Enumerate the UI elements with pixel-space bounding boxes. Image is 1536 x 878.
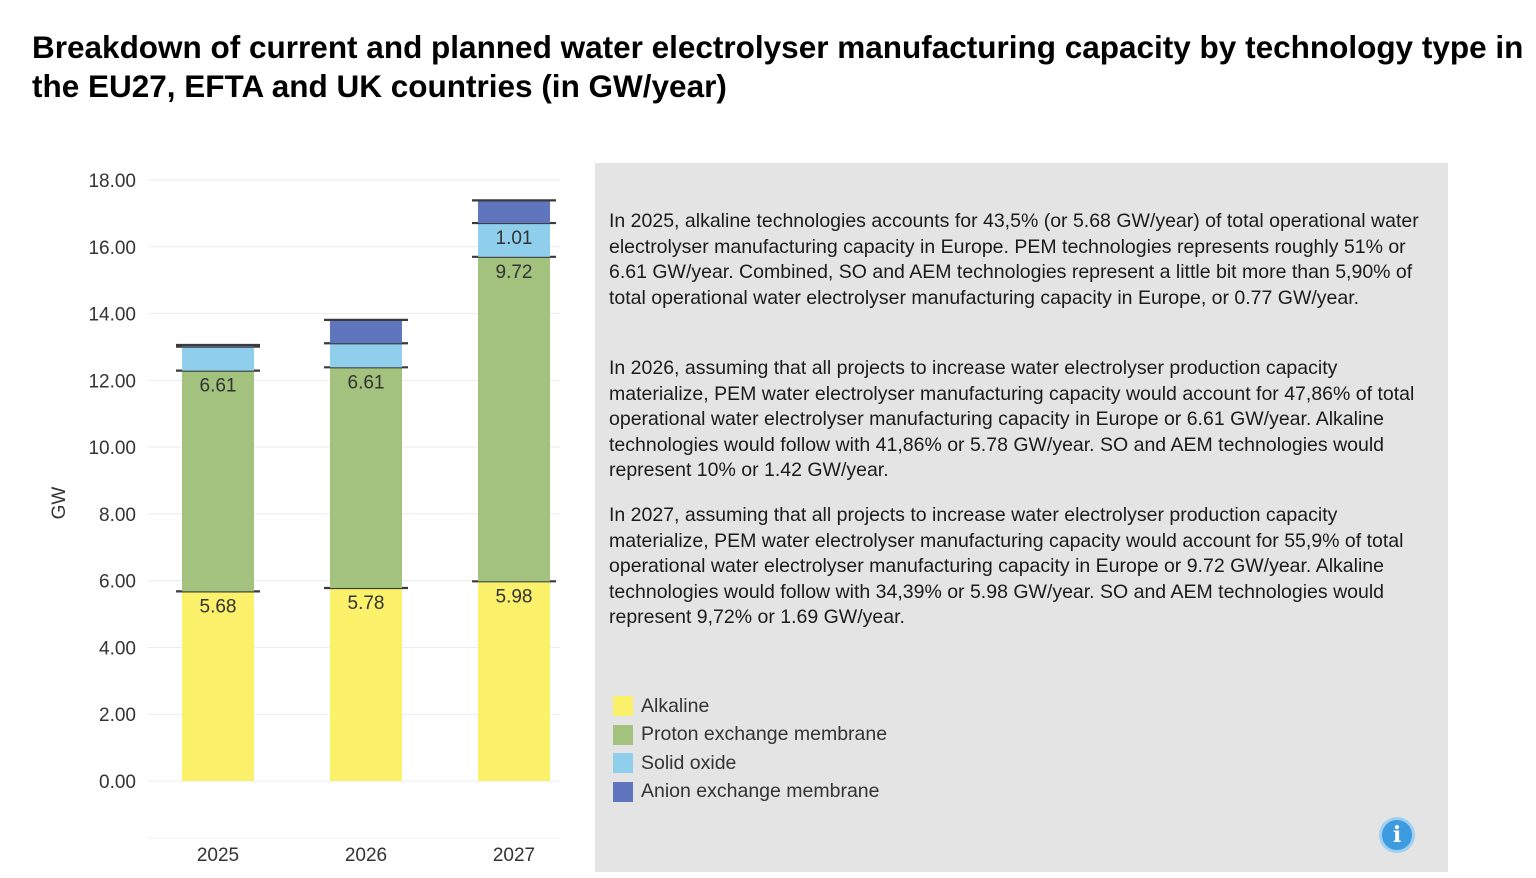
- data-label: 1.01: [496, 228, 533, 249]
- y-tick-label: 6.00: [99, 572, 136, 593]
- y-tick-label: 2.00: [99, 705, 136, 726]
- paragraph-2026: In 2026, assuming that all projects to i…: [609, 357, 1415, 481]
- paragraph-2027: In 2027, assuming that all projects to i…: [609, 504, 1404, 628]
- legend-item-alkaline[interactable]: Alkaline: [613, 692, 887, 721]
- x-tick-label: 2027: [493, 845, 535, 866]
- info-icon[interactable]: i: [1379, 817, 1415, 853]
- data-label: 5.98: [496, 586, 533, 607]
- bar-segment: [182, 346, 254, 371]
- legend-label: Solid oxide: [641, 751, 737, 774]
- y-tick-label: 4.00: [99, 638, 136, 659]
- bar-segment: [478, 256, 550, 582]
- y-tick-label: 0.00: [99, 772, 136, 793]
- bar-segment: [330, 588, 402, 781]
- data-label: 6.61: [348, 372, 385, 393]
- data-label: 5.78: [348, 593, 385, 614]
- y-tick-label: 18.00: [88, 171, 136, 192]
- legend-label: Alkaline: [641, 694, 710, 717]
- y-tick-label: 12.00: [88, 371, 136, 392]
- y-axis-label: GW: [49, 487, 70, 520]
- legend-label: Anion exchange membrane: [641, 780, 880, 803]
- bar-segment: [478, 223, 550, 257]
- legend: Alkaline Proton exchange membrane Solid …: [613, 692, 887, 806]
- bar-segment: [182, 370, 254, 592]
- chart-title: Breakdown of current and planned water e…: [32, 29, 1524, 104]
- legend-label: Proton exchange membrane: [641, 723, 888, 746]
- x-tick-label: 2025: [197, 845, 239, 866]
- stacked-bar-chart: 0.00 2.00 4.00 6.00 8.00 10.00 12.00 14.00 16.00…: [49, 171, 560, 866]
- description-panel: In 2025, alkaline technologies accounts …: [595, 163, 1448, 872]
- data-label: 5.68: [200, 596, 237, 617]
- y-tick-label: 10.00: [88, 438, 136, 459]
- legend-swatch: [613, 753, 633, 774]
- x-tick-label: 2026: [345, 845, 387, 866]
- legend-item-aem[interactable]: Anion exchange membrane: [613, 778, 887, 807]
- y-tick-label: 8.00: [99, 505, 136, 526]
- data-label: 9.72: [496, 262, 533, 283]
- legend-item-pem[interactable]: Proton exchange membrane: [613, 721, 887, 750]
- paragraph-2025: In 2025, alkaline technologies accounts …: [609, 210, 1419, 309]
- bar-segment: [182, 591, 254, 781]
- legend-swatch: [613, 696, 633, 717]
- bar-segment: [478, 200, 550, 224]
- legend-item-solid-oxide[interactable]: Solid oxide: [613, 749, 887, 778]
- y-tick-label: 16.00: [88, 238, 136, 259]
- y-tick-label: 14.00: [88, 305, 136, 326]
- data-label: 6.61: [200, 376, 237, 397]
- bar-segment: [478, 581, 550, 781]
- bar-segment: [330, 319, 402, 344]
- legend-swatch: [613, 724, 633, 745]
- bar-segment: [330, 367, 402, 589]
- bar-segment: [330, 343, 402, 368]
- legend-swatch: [613, 781, 633, 802]
